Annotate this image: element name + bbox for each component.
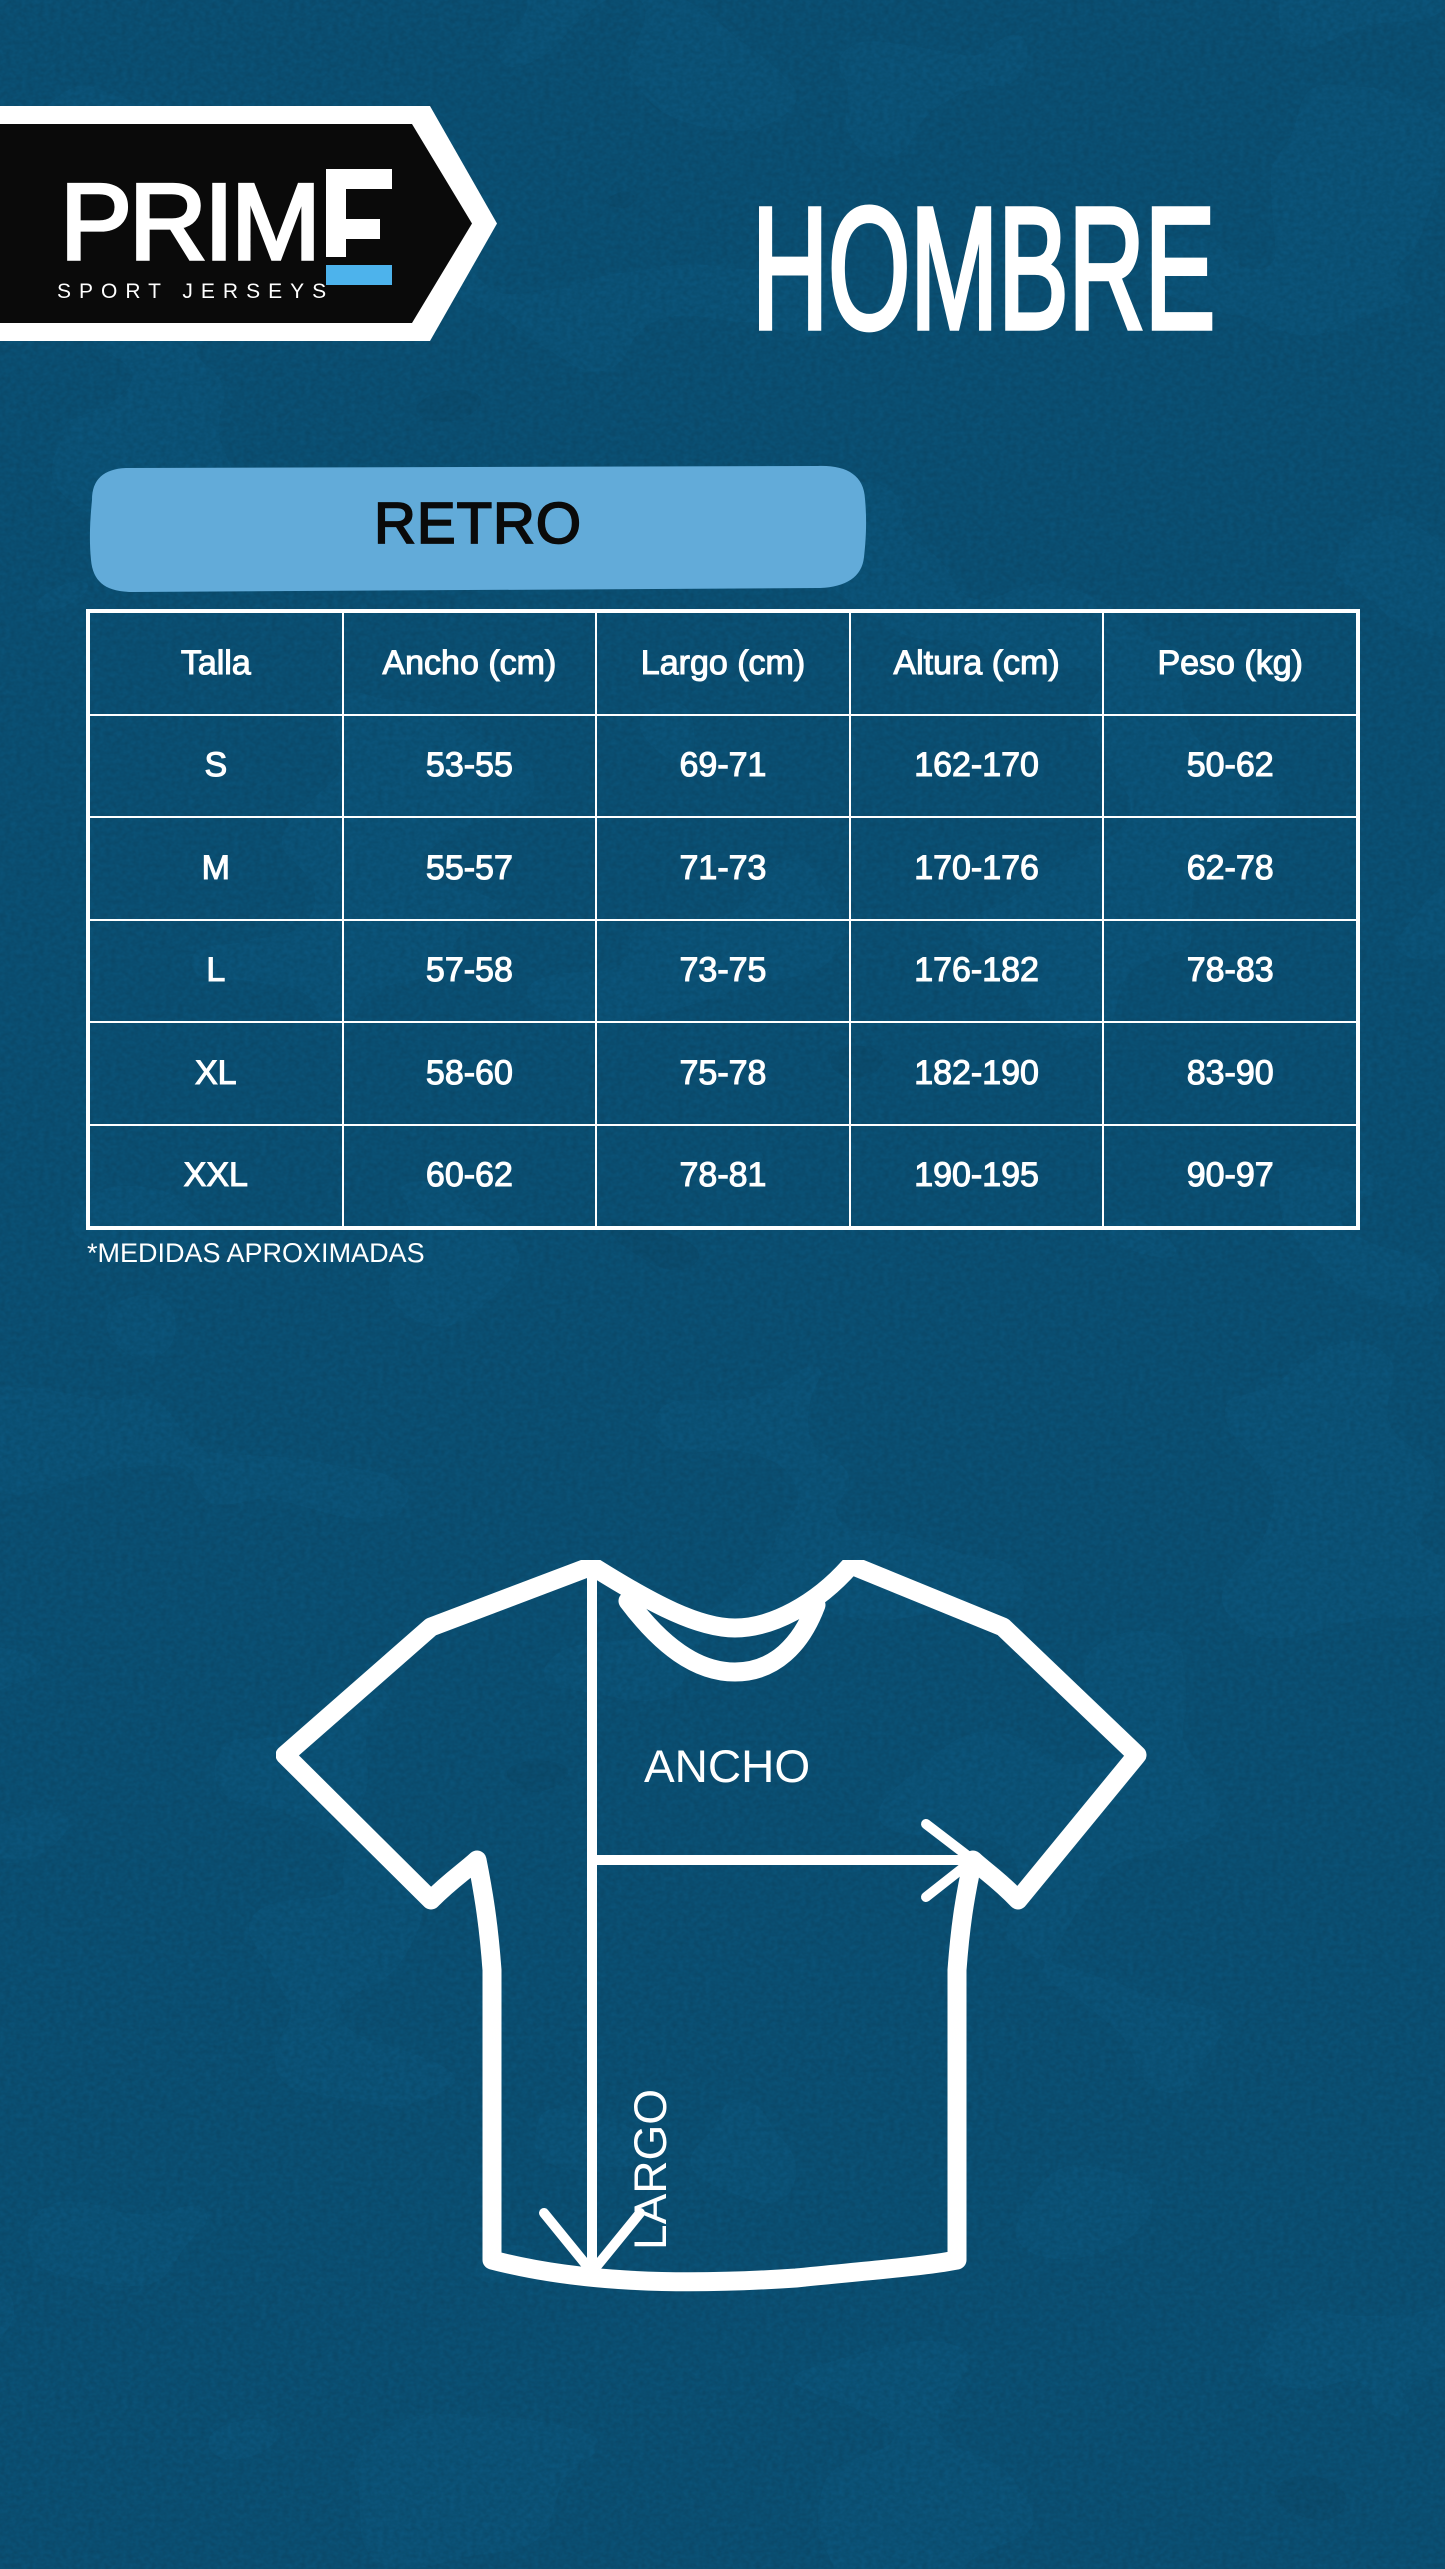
- svg-text:SPORT JERSEYS: SPORT JERSEYS: [57, 280, 334, 303]
- svg-text:ANCHO: ANCHO: [644, 1740, 810, 1792]
- svg-text:PRIM: PRIM: [60, 161, 318, 282]
- svg-text:LARGO: LARGO: [624, 2089, 676, 2250]
